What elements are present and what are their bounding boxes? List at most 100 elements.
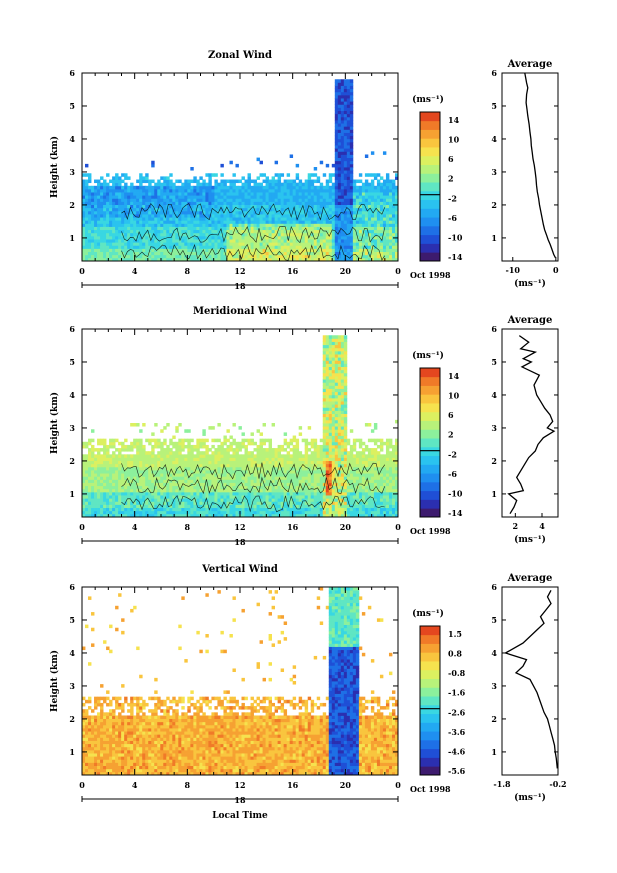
heat-cell (256, 232, 260, 237)
heat-cell (196, 179, 200, 184)
heat-cell (355, 198, 360, 202)
heat-cell (337, 239, 342, 243)
heat-cell (367, 188, 372, 193)
heat-cell (187, 239, 191, 243)
heat-cell (160, 479, 164, 483)
heat-cell (280, 232, 285, 237)
heat-cell (124, 254, 128, 259)
heat-cell (391, 482, 396, 487)
heat-cell (253, 232, 257, 237)
heat-cell (100, 214, 104, 218)
heat-cell (355, 226, 360, 231)
heat-cell (232, 460, 236, 465)
heat-cell (181, 192, 185, 196)
heat-cell (241, 232, 245, 237)
heat-cell (250, 239, 254, 243)
heat-cell (211, 513, 215, 518)
heat-cell (130, 204, 134, 209)
heat-cell (256, 463, 260, 468)
heat-cell (205, 485, 209, 490)
heat-cell (337, 170, 342, 174)
heat-cell (334, 104, 339, 108)
heat-cell (130, 495, 134, 499)
panel-title: Zonal Wind (208, 50, 272, 61)
heat-cell (361, 245, 366, 249)
heat-cell (94, 192, 98, 196)
heat-cell (211, 235, 215, 240)
heat-cell (319, 257, 324, 262)
heat-cell (274, 179, 279, 184)
heat-cell (178, 179, 182, 184)
heat-cell (223, 491, 227, 496)
heat-cell (295, 192, 300, 196)
heat-cell (91, 510, 95, 515)
heat-cell (166, 201, 170, 205)
heat-cell (340, 504, 345, 508)
heat-cell (391, 463, 396, 468)
heat-cell (340, 170, 345, 174)
heat-cell (379, 251, 384, 256)
heat-cell (199, 192, 203, 196)
heat-cell (124, 248, 128, 252)
heat-cell (97, 491, 101, 496)
heat-cell (214, 245, 218, 249)
heat-cell (196, 229, 200, 234)
heat-cell (301, 235, 306, 240)
heat-cell (136, 235, 140, 240)
heat-cell (244, 239, 248, 243)
heat-cell (373, 501, 378, 505)
heat-cell (127, 198, 131, 202)
heat-cell (358, 207, 363, 212)
heat-cell (148, 192, 152, 196)
heat-cell (94, 217, 98, 221)
heat-cell (364, 491, 369, 496)
heat-cell (166, 220, 170, 224)
heat-cell (175, 504, 179, 508)
heat-cell (301, 482, 306, 487)
heat-cell (184, 210, 188, 215)
heat-cell (292, 501, 297, 505)
heat-cell (331, 248, 336, 252)
heat-cell (253, 195, 257, 199)
y-tick-label: 4 (69, 134, 75, 144)
heat-cell (160, 488, 164, 493)
heat-cell (262, 491, 266, 496)
heat-cell (112, 242, 116, 246)
heat-cell (145, 239, 149, 243)
heat-cell (202, 482, 206, 487)
heat-cell (280, 257, 285, 262)
heat-cell (280, 251, 285, 256)
heat-cell (172, 482, 176, 487)
heat-cell (244, 217, 248, 221)
heat-cell (379, 513, 384, 518)
heat-cell (88, 257, 92, 262)
heat-cell (100, 495, 104, 499)
heat-cell (394, 242, 399, 246)
heat-cell (388, 507, 393, 512)
heat-cell (190, 482, 194, 487)
heat-cell (169, 507, 173, 512)
heat-cell (136, 195, 140, 199)
heat-cell (175, 513, 179, 518)
heat-cell (139, 476, 143, 480)
heat-cell (334, 98, 339, 102)
heat-cell (184, 479, 188, 483)
heat-cell (217, 482, 221, 487)
heat-cell (259, 220, 263, 224)
heat-cell (298, 232, 303, 237)
heat-cell (307, 198, 312, 202)
heat-cell (172, 470, 176, 474)
heat-cell (352, 239, 357, 243)
heat-cell (226, 204, 230, 209)
heat-cell (181, 217, 185, 221)
heat-cell (376, 232, 381, 237)
heat-cell (229, 498, 233, 502)
heat-cell (175, 198, 179, 202)
heat-cell (343, 138, 348, 143)
heat-cell (244, 232, 248, 237)
heat-cell (319, 160, 324, 165)
heat-cell (190, 226, 194, 231)
heat-cell (223, 510, 227, 515)
heat-cell (352, 214, 357, 218)
heat-cell (133, 195, 137, 199)
